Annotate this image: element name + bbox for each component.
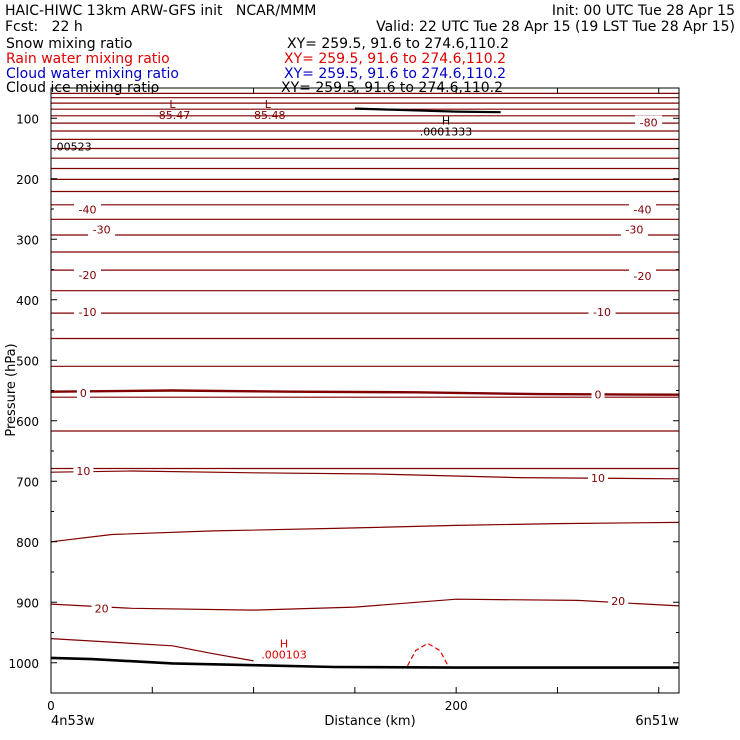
rain-contour — [406, 642, 449, 667]
isotherm-line — [50, 638, 254, 662]
isotherm-label-bg — [635, 115, 663, 130]
isotherm-label: -10 — [79, 306, 97, 319]
legend-cloud-water-label: Cloud water mixing ratio — [6, 66, 179, 82]
isotherm-label-bg — [76, 385, 90, 400]
y-tick-label: 700 — [16, 475, 39, 489]
header-init: Init: 00 UTC Tue 28 Apr 15 — [551, 3, 735, 19]
ground-line — [50, 656, 679, 669]
y-tick-label: 100 — [16, 112, 39, 126]
isotherm-label-bg — [591, 387, 605, 402]
isotherm-line — [50, 521, 680, 543]
isotherm-label-bg — [608, 594, 629, 608]
y-tick-label: 300 — [16, 233, 39, 247]
isotherm-label-bg — [74, 304, 101, 319]
extremum-value: -85.47 — [155, 109, 190, 122]
isotherm-label: 10 — [591, 472, 605, 485]
extremum-value: .00523 — [53, 140, 92, 153]
legend-snow-xy: XY= 259.5, 91.6 to 274.6,110.2 — [287, 36, 510, 52]
y-tick-label: 800 — [16, 536, 39, 550]
isotherm-label: -80 — [640, 117, 658, 130]
y-tick-label: 400 — [16, 294, 39, 308]
contour-layer: -80-40 -40-30 -30-20 -20-10 -100 010102020L-8… — [50, 92, 680, 669]
extremum-mark: L — [169, 98, 176, 111]
isotherm-label-bg — [588, 304, 616, 319]
extremum-value: .0001333 — [420, 125, 473, 138]
isotherm-label: -30 — [93, 224, 111, 237]
isotherm-label-bg — [88, 222, 116, 237]
isotherm-label: -20 — [79, 269, 97, 282]
isotherm-label-bg — [620, 222, 648, 237]
isotherm-label: -20 — [634, 270, 652, 283]
isotherm-label-bg — [91, 601, 112, 616]
legend-cloud-water-xy: XY= 259.5, 91.6 to 274.6,110.2 — [284, 66, 507, 82]
extremum-mark: L — [265, 98, 272, 111]
isotherm-label-bg — [629, 202, 656, 217]
legend-snow-label: Snow mixing ratio — [6, 36, 133, 52]
x-end-label-left: 4n53w — [51, 714, 95, 729]
extremum-value: .000103 — [261, 649, 307, 662]
legend-rain-label: Rain water mixing ratio — [6, 51, 170, 67]
isotherm-line — [50, 470, 680, 480]
header-valid: Valid: 22 UTC Tue 28 Apr 15 (19 LST Tue … — [376, 19, 735, 35]
isotherm-label: 20 — [95, 602, 109, 615]
extremum-mark: H — [442, 114, 450, 127]
y-tick-label: 200 — [16, 173, 39, 187]
isotherm-label: -40 — [634, 204, 652, 217]
legend-rain-xy: XY= 259.5, 91.6 to 274.6,110.2 — [284, 51, 507, 67]
y-tick-label: 1000 — [8, 657, 39, 671]
x-axis-label: Distance (km) — [324, 714, 415, 729]
header-title: HAIC-HIWC 13km ARW-GFS init NCAR/MMM — [5, 3, 317, 19]
isotherm-line — [50, 598, 680, 611]
isotherm-label: 10 — [76, 465, 90, 478]
y-tick-label: 500 — [16, 354, 39, 368]
extremum-value: -85.48 — [250, 109, 285, 122]
isotherm-label: -40 — [79, 204, 97, 217]
snow-contour — [354, 107, 501, 114]
isotherm-label: 20 — [611, 595, 625, 608]
isotherm-label: 0 — [80, 387, 87, 400]
y-tick-label: 900 — [16, 596, 39, 610]
isotherm-label: -10 — [593, 306, 611, 319]
x-end-label-right: 6n51w — [635, 714, 679, 729]
isotherm-label: -30 — [625, 224, 643, 237]
isotherm-label-bg — [74, 202, 101, 217]
isotherm-label-bg — [73, 464, 94, 478]
header-fcst: Fcst: 22 h — [5, 19, 83, 35]
extremum-mark: H — [280, 638, 288, 651]
isotherm-label: 0 — [595, 389, 602, 402]
isotherm-label-bg — [588, 471, 608, 486]
y-tick-label: 600 — [16, 415, 39, 429]
y-axis-label: Pressure (hPa) — [4, 343, 19, 436]
isotherm-label-bg — [629, 269, 656, 284]
freezing-level-line — [50, 389, 680, 396]
x-tick-label: 0 — [47, 699, 55, 713]
x-tick-label: 200 — [445, 699, 468, 713]
isotherm-label-bg — [74, 267, 101, 282]
